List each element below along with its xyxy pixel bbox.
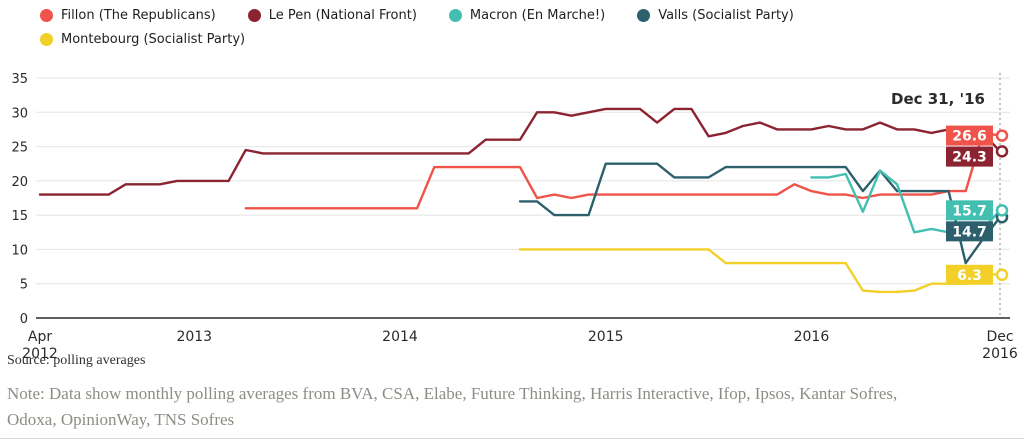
legend-row-2: Montebourg (Socialist Party) bbox=[40, 32, 794, 47]
legend-dot-icon bbox=[40, 33, 53, 46]
end-value-badge bbox=[946, 200, 993, 221]
legend-label: Valls (Socialist Party) bbox=[658, 8, 794, 23]
end-value-label: 24.3 bbox=[952, 150, 987, 166]
y-tick-label: 15 bbox=[11, 209, 28, 224]
end-value-badge bbox=[946, 264, 993, 285]
legend-item-valls: Valls (Socialist Party) bbox=[637, 8, 794, 23]
end-value-badge bbox=[946, 221, 993, 242]
legend-dot-icon bbox=[637, 9, 651, 22]
series-line bbox=[518, 162, 1002, 265]
series-line bbox=[38, 107, 1002, 196]
series-line bbox=[244, 131, 1002, 210]
end-value-label: 26.6 bbox=[952, 129, 987, 145]
x-tick-label: 2014 bbox=[382, 329, 418, 345]
legend-item-macron: Macron (En Marche!) bbox=[448, 8, 606, 23]
legend-item-lepen: Le Pen (National Front) bbox=[247, 8, 417, 23]
end-value-label: 15.7 bbox=[952, 203, 987, 219]
end-marker bbox=[995, 145, 1009, 158]
legend-item-fillon: Fillon (The Republicans) bbox=[40, 8, 216, 23]
x-tick-label: Apr bbox=[28, 329, 52, 345]
x-tick-label: 2012 bbox=[22, 346, 58, 362]
legend: Fillon (The Republicans) Le Pen (Nationa… bbox=[40, 8, 794, 56]
end-value-badge bbox=[946, 146, 993, 167]
legend-dot-icon bbox=[40, 9, 53, 22]
y-tick-label: 20 bbox=[11, 175, 28, 190]
bottom-divider bbox=[0, 438, 1024, 439]
end-value-badge bbox=[946, 125, 993, 146]
legend-item-montebourg: Montebourg (Socialist Party) bbox=[40, 32, 245, 47]
legend-label: Montebourg (Socialist Party) bbox=[61, 32, 246, 47]
legend-dot-icon bbox=[247, 9, 261, 22]
x-tick-label: Dec bbox=[986, 329, 1013, 345]
legend-label: Le Pen (National Front) bbox=[268, 8, 417, 23]
end-value-label: 14.7 bbox=[952, 224, 987, 240]
legend-row-1: Fillon (The Republicans) Le Pen (Nationa… bbox=[40, 8, 794, 23]
end-marker bbox=[995, 204, 1009, 217]
y-tick-label: 10 bbox=[11, 243, 28, 258]
end-marker bbox=[995, 129, 1009, 142]
y-tick-label: 25 bbox=[11, 141, 28, 156]
end-value-label: 6.3 bbox=[957, 268, 982, 284]
y-tick-label: 5 bbox=[20, 278, 28, 293]
y-tick-label: 30 bbox=[11, 106, 28, 121]
end-marker bbox=[995, 268, 1009, 282]
source-text: Source: polling averages bbox=[7, 353, 146, 368]
y-tick-label: 35 bbox=[11, 72, 28, 87]
legend-label: Fillon (The Republicans) bbox=[61, 8, 216, 23]
legend-dot-icon bbox=[448, 9, 462, 22]
annotation-date-label: Dec 31, '16 bbox=[891, 90, 985, 108]
y-tick-label: 0 bbox=[20, 312, 28, 327]
legend-label: Macron (En Marche!) bbox=[469, 8, 606, 23]
series-line bbox=[518, 248, 1002, 294]
note-text: Note: Data show monthly polling averages… bbox=[7, 384, 898, 429]
x-tick-label: 2015 bbox=[588, 329, 624, 345]
x-tick-label: 2016 bbox=[794, 329, 830, 345]
x-tick-label: 2016 bbox=[982, 346, 1018, 362]
x-tick-label: 2013 bbox=[176, 329, 212, 345]
